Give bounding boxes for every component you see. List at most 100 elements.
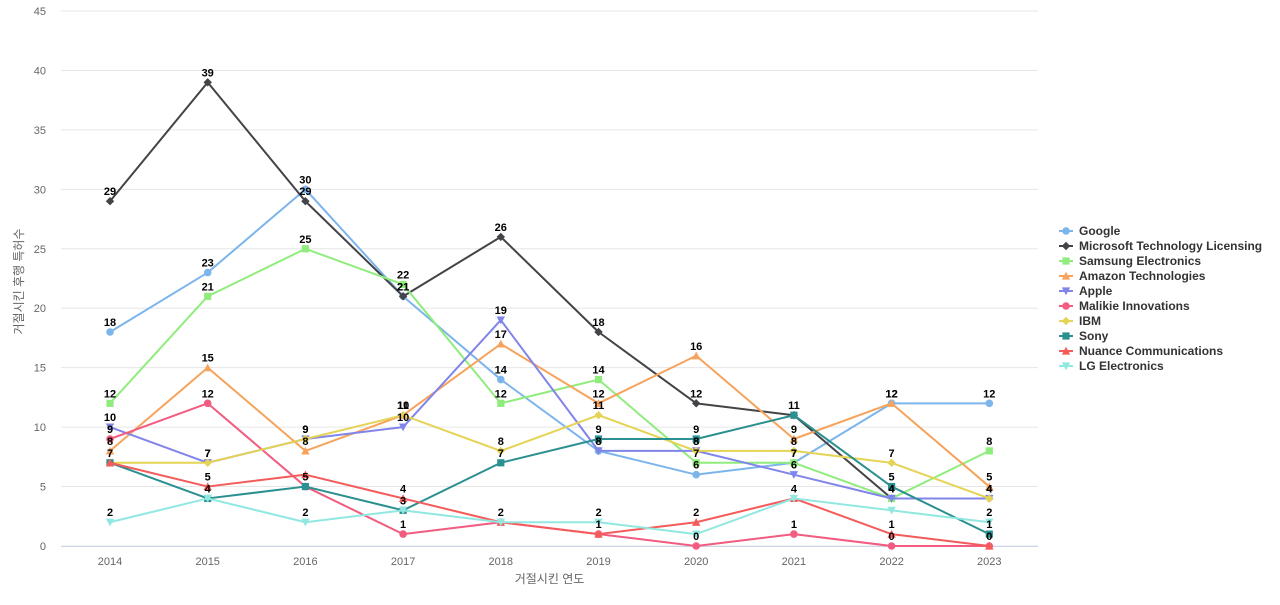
data-label: 1 bbox=[889, 519, 895, 531]
x-tick-label: 2019 bbox=[586, 556, 610, 568]
data-label: 8 bbox=[302, 436, 308, 448]
legend-item[interactable]: Google bbox=[1059, 224, 1121, 238]
data-label: 3 bbox=[400, 495, 406, 507]
legend-marker bbox=[1062, 227, 1070, 235]
data-label: 21 bbox=[397, 281, 409, 293]
legend-item[interactable]: LG Electronics bbox=[1059, 359, 1164, 373]
data-point bbox=[887, 458, 896, 467]
data-label: 26 bbox=[495, 222, 507, 234]
data-point bbox=[887, 399, 896, 407]
data-label: 29 bbox=[104, 186, 116, 198]
legend-item[interactable]: Microsoft Technology Licensing bbox=[1059, 239, 1262, 253]
legend-marker bbox=[1061, 241, 1071, 251]
data-label: 12 bbox=[690, 388, 702, 400]
data-point bbox=[594, 327, 603, 337]
data-point bbox=[301, 197, 310, 206]
data-label: 8 bbox=[791, 436, 797, 448]
data-label: 21 bbox=[397, 281, 409, 293]
legend-item[interactable]: Sony bbox=[1059, 329, 1109, 343]
data-label: 10 bbox=[104, 412, 116, 424]
data-label: 23 bbox=[202, 258, 214, 270]
data-label: 12 bbox=[495, 388, 507, 400]
data-point bbox=[496, 339, 505, 348]
data-label: 4 bbox=[889, 483, 896, 495]
data-label: 15 bbox=[202, 353, 214, 365]
data-label: 4 bbox=[400, 483, 407, 495]
series-line bbox=[109, 414, 991, 536]
y-tick-label: 25 bbox=[34, 244, 46, 256]
legend-label: Malikie Innovations bbox=[1079, 299, 1190, 313]
data-label: 8 bbox=[107, 436, 113, 448]
data-label: 4 bbox=[986, 483, 993, 495]
legend-item[interactable]: IBM bbox=[1059, 314, 1101, 328]
legend-label: Google bbox=[1079, 224, 1121, 238]
data-point bbox=[887, 529, 896, 538]
data-label: 4 bbox=[986, 483, 993, 495]
data-point bbox=[692, 530, 701, 539]
legend-item[interactable]: Apple bbox=[1059, 284, 1113, 298]
data-point bbox=[203, 458, 212, 467]
data-point bbox=[594, 411, 603, 420]
y-tick-label: 45 bbox=[34, 6, 46, 18]
data-point bbox=[790, 530, 798, 538]
x-tick-label: 2023 bbox=[977, 556, 1001, 568]
data-point bbox=[105, 197, 115, 206]
data-label: 14 bbox=[592, 365, 605, 377]
legend-label: Microsoft Technology Licensing bbox=[1079, 239, 1262, 253]
data-label: 7 bbox=[791, 448, 797, 460]
data-point bbox=[203, 494, 212, 503]
legend-item[interactable]: Malikie Innovations bbox=[1059, 299, 1190, 313]
data-point bbox=[692, 542, 700, 550]
data-label: 11 bbox=[397, 400, 409, 412]
x-tick-label: 2016 bbox=[293, 556, 317, 568]
legend-item[interactable]: Nuance Communications bbox=[1059, 344, 1223, 358]
data-label: 22 bbox=[397, 269, 409, 281]
data-point bbox=[594, 375, 603, 384]
data-point bbox=[203, 78, 212, 87]
data-label: 30 bbox=[299, 174, 311, 186]
legend-label: Apple bbox=[1079, 284, 1113, 298]
data-point bbox=[301, 482, 309, 491]
data-label: 12 bbox=[885, 388, 897, 400]
data-point bbox=[692, 459, 700, 467]
series-lines bbox=[105, 78, 994, 550]
legend-item[interactable]: Samsung Electronics bbox=[1059, 254, 1201, 268]
data-point bbox=[106, 328, 114, 336]
data-label: 19 bbox=[495, 305, 507, 317]
series-line bbox=[109, 461, 991, 547]
series-line bbox=[109, 497, 991, 536]
data-point bbox=[985, 541, 994, 550]
data-label: 8 bbox=[986, 436, 992, 448]
legend-marker bbox=[1062, 257, 1070, 265]
legend-marker bbox=[1061, 287, 1071, 296]
y-tick-label: 20 bbox=[34, 303, 46, 315]
data-label: 9 bbox=[302, 424, 308, 436]
data-label: 8 bbox=[595, 436, 601, 448]
data-label: 5 bbox=[205, 472, 211, 484]
x-tick-label: 2017 bbox=[391, 556, 415, 568]
legend-marker bbox=[1061, 316, 1071, 326]
data-point bbox=[985, 494, 994, 503]
legend-marker bbox=[1061, 362, 1071, 371]
data-label: 18 bbox=[592, 317, 604, 329]
data-point bbox=[398, 506, 408, 515]
data-label: 1 bbox=[400, 519, 406, 531]
data-point bbox=[497, 399, 505, 407]
data-point bbox=[398, 411, 408, 420]
legend-label: Sony bbox=[1079, 329, 1109, 343]
data-point bbox=[692, 399, 701, 408]
legend-item[interactable]: Amazon Technologies bbox=[1059, 269, 1206, 283]
data-label: 10 bbox=[397, 412, 409, 424]
data-point bbox=[106, 399, 114, 407]
data-label: 2 bbox=[107, 507, 113, 519]
data-point bbox=[301, 185, 310, 194]
data-point bbox=[203, 268, 212, 277]
data-point bbox=[594, 435, 603, 443]
data-point bbox=[105, 518, 115, 527]
data-point bbox=[496, 446, 505, 456]
data-point bbox=[985, 399, 994, 408]
legend-marker bbox=[1062, 332, 1070, 340]
series-0 bbox=[106, 185, 994, 479]
data-label: 11 bbox=[593, 400, 605, 412]
